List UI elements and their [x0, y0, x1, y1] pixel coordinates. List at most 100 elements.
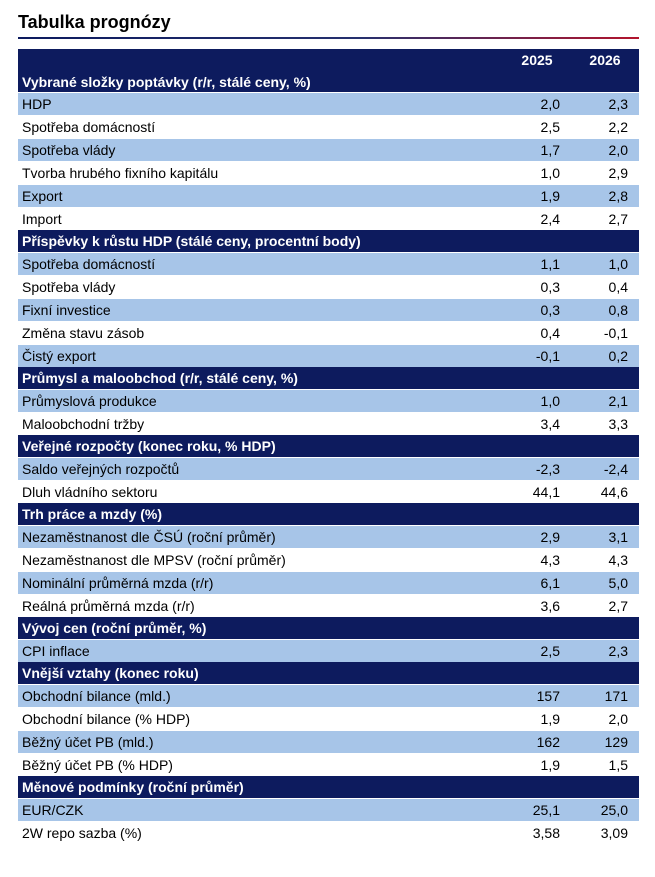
- row-label: Spotřeba vlády: [18, 275, 503, 299]
- row-label: Spotřeba domácností: [18, 252, 503, 276]
- row-label: Změna stavu zásob: [18, 321, 503, 345]
- value-2026: 2,0: [571, 138, 639, 162]
- value-2026: 44,6: [571, 480, 639, 503]
- table-row: Běžný účet PB (mld.) 162 129: [18, 730, 639, 754]
- value-2026: 2,0: [571, 707, 639, 731]
- value-2026: 0,4: [571, 275, 639, 299]
- table-row: Fixní investice 0,3 0,8: [18, 298, 639, 322]
- forecast-table: 2025 2026 Vybrané složky poptávky (r/r, …: [18, 49, 639, 844]
- section-title: Vybrané složky poptávky (r/r, stálé ceny…: [18, 71, 639, 93]
- value-2026: 2,7: [571, 207, 639, 230]
- page-title: Tabulka prognózy: [18, 12, 171, 32]
- table-row: Nominální průměrná mzda (r/r) 6,1 5,0: [18, 571, 639, 595]
- value-2025: 0,3: [503, 275, 571, 299]
- section-header-row: Veřejné rozpočty (konec roku, % HDP): [18, 435, 639, 458]
- value-2026: 2,9: [571, 161, 639, 185]
- row-label: Tvorba hrubého fixního kapitálu: [18, 161, 503, 185]
- value-2026: 171: [571, 684, 639, 708]
- table-row: Spotřeba domácností 2,5 2,2: [18, 115, 639, 139]
- table-row: Saldo veřejných rozpočtů -2,3 -2,4: [18, 457, 639, 481]
- value-2025: 2,0: [503, 92, 571, 116]
- row-label: EUR/CZK: [18, 798, 503, 822]
- title-underline: [18, 37, 639, 39]
- table-row: HDP 2,0 2,3: [18, 92, 639, 116]
- value-2025: 157: [503, 684, 571, 708]
- value-2025: 44,1: [503, 480, 571, 503]
- value-2025: 1,7: [503, 138, 571, 162]
- section-header-row: Trh práce a mzdy (%): [18, 503, 639, 526]
- section-title: Průmysl a maloobchod (r/r, stálé ceny, %…: [18, 367, 639, 390]
- table-row: Nezaměstnanost dle ČSÚ (roční průměr) 2,9…: [18, 525, 639, 549]
- row-label: Obchodní bilance (% HDP): [18, 707, 503, 731]
- section-header-row: Vybrané složky poptávky (r/r, stálé ceny…: [18, 71, 639, 93]
- year-header-2026: 2026: [571, 49, 639, 71]
- table-row: Export 1,9 2,8: [18, 184, 639, 208]
- value-2025: 25,1: [503, 798, 571, 822]
- table-row: Spotřeba vlády 1,7 2,0: [18, 138, 639, 162]
- row-label: 2W repo sazba (%): [18, 821, 503, 844]
- value-2026: 3,1: [571, 525, 639, 549]
- value-2025: 3,58: [503, 821, 571, 844]
- row-label: Fixní investice: [18, 298, 503, 322]
- table-row: Import 2,4 2,7: [18, 207, 639, 230]
- value-2025: 1,9: [503, 707, 571, 731]
- section-header-row: Průmysl a maloobchod (r/r, stálé ceny, %…: [18, 367, 639, 390]
- table-row: Reálná průměrná mzda (r/r) 3,6 2,7: [18, 594, 639, 617]
- row-label: Běžný účet PB (% HDP): [18, 753, 503, 776]
- row-label: Nominální průměrná mzda (r/r): [18, 571, 503, 595]
- table-row: Obchodní bilance (% HDP) 1,9 2,0: [18, 707, 639, 731]
- section-title: Příspěvky k růstu HDP (stálé ceny, proce…: [18, 230, 639, 253]
- value-2025: -0,1: [503, 344, 571, 367]
- row-label: Export: [18, 184, 503, 208]
- table-row: Nezaměstnanost dle MPSV (roční průměr) 4,…: [18, 548, 639, 572]
- row-label: Reálná průměrná mzda (r/r): [18, 594, 503, 617]
- value-2025: 2,4: [503, 207, 571, 230]
- value-2026: 2,3: [571, 92, 639, 116]
- value-2026: 129: [571, 730, 639, 754]
- value-2025: 3,4: [503, 412, 571, 435]
- table-row: 2W repo sazba (%) 3,58 3,09: [18, 821, 639, 844]
- row-label: Nezaměstnanost dle MPSV (roční průměr): [18, 548, 503, 572]
- table-row: Běžný účet PB (% HDP) 1,9 1,5: [18, 753, 639, 776]
- value-2026: 2,7: [571, 594, 639, 617]
- row-label: Průmyslová produkce: [18, 389, 503, 413]
- value-2025: 1,0: [503, 161, 571, 185]
- section-title: Vývoj cen (roční průměr, %): [18, 617, 639, 640]
- row-label: Dluh vládního sektoru: [18, 480, 503, 503]
- value-2025: 6,1: [503, 571, 571, 595]
- value-2025: 1,0: [503, 389, 571, 413]
- value-2026: 2,2: [571, 115, 639, 139]
- year-header-row: 2025 2026: [18, 49, 639, 71]
- row-label: Spotřeba domácností: [18, 115, 503, 139]
- table-row: Spotřeba vlády 0,3 0,4: [18, 275, 639, 299]
- table-row: EUR/CZK 25,1 25,0: [18, 798, 639, 822]
- row-label: HDP: [18, 92, 503, 116]
- row-label: Spotřeba vlády: [18, 138, 503, 162]
- value-2025: 1,9: [503, 753, 571, 776]
- table-row: CPI inflace 2,5 2,3: [18, 639, 639, 662]
- value-2026: 1,0: [571, 252, 639, 276]
- value-2026: 2,3: [571, 639, 639, 662]
- section-header-row: Měnové podmínky (roční průměr): [18, 776, 639, 799]
- value-2026: -0,1: [571, 321, 639, 345]
- table-row: Maloobchodní tržby 3,4 3,3: [18, 412, 639, 435]
- value-2025: 3,6: [503, 594, 571, 617]
- forecast-table-body: 2025 2026 Vybrané složky poptávky (r/r, …: [18, 49, 639, 844]
- section-header-row: Vývoj cen (roční průměr, %): [18, 617, 639, 640]
- value-2026: 4,3: [571, 548, 639, 572]
- row-label: Saldo veřejných rozpočtů: [18, 457, 503, 481]
- row-label: Nezaměstnanost dle ČSÚ (roční průměr): [18, 525, 503, 549]
- value-2025: 162: [503, 730, 571, 754]
- value-2026: 2,8: [571, 184, 639, 208]
- row-label: Běžný účet PB (mld.): [18, 730, 503, 754]
- table-row: Obchodní bilance (mld.) 157 171: [18, 684, 639, 708]
- value-2026: -2,4: [571, 457, 639, 481]
- section-title: Veřejné rozpočty (konec roku, % HDP): [18, 435, 639, 458]
- value-2025: 2,5: [503, 115, 571, 139]
- row-label: CPI inflace: [18, 639, 503, 662]
- value-2026: 5,0: [571, 571, 639, 595]
- value-2026: 25,0: [571, 798, 639, 822]
- value-2026: 2,1: [571, 389, 639, 413]
- row-label: Maloobchodní tržby: [18, 412, 503, 435]
- value-2026: 3,3: [571, 412, 639, 435]
